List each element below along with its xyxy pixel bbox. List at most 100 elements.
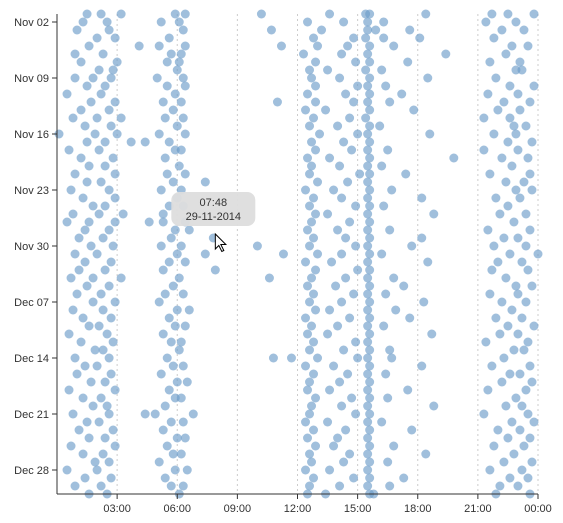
dot [363, 25, 373, 35]
dot [381, 369, 391, 379]
dot [525, 169, 535, 179]
y-tick-label: Dec 07 [14, 297, 49, 309]
dot [483, 385, 493, 395]
dot [515, 425, 525, 435]
dot [363, 145, 373, 155]
dot [351, 241, 361, 251]
dot [172, 121, 182, 131]
dot [303, 89, 313, 99]
y-tick-label: Nov 02 [14, 17, 49, 29]
dot [176, 97, 186, 107]
dot [347, 393, 357, 403]
dot [325, 465, 335, 475]
dot [108, 241, 118, 251]
dot [317, 25, 327, 35]
dot [525, 433, 535, 443]
dot [110, 385, 120, 395]
dot [493, 425, 503, 435]
dot [507, 417, 517, 427]
dot [351, 409, 361, 419]
dot [351, 57, 361, 67]
dot [152, 73, 162, 83]
dot [84, 161, 94, 171]
dot [154, 41, 164, 51]
dot [365, 377, 375, 387]
dot [184, 225, 194, 235]
dot [341, 89, 351, 99]
dot [98, 305, 108, 315]
dot [176, 241, 186, 251]
dot [156, 17, 166, 27]
dot [104, 105, 114, 115]
dot [92, 33, 102, 43]
dot [164, 137, 174, 147]
dot [299, 49, 309, 59]
dot [365, 425, 375, 435]
dot [98, 233, 108, 243]
dot [309, 113, 319, 123]
dot [64, 329, 74, 339]
dot [491, 313, 501, 323]
dot [505, 369, 515, 379]
dot [102, 17, 112, 27]
dot [68, 209, 78, 219]
dot [339, 345, 349, 355]
dot [361, 65, 371, 75]
dot [309, 233, 319, 243]
dot [78, 393, 88, 403]
dot [363, 193, 373, 203]
dot [343, 177, 353, 187]
dot [311, 209, 321, 219]
dot [307, 321, 317, 331]
x-tick-label: 03:00 [103, 503, 131, 515]
dot [178, 481, 188, 491]
dot [311, 441, 321, 451]
dot [286, 353, 296, 363]
dot [200, 177, 210, 187]
dot [98, 449, 108, 459]
dot [176, 449, 186, 459]
dot [521, 385, 531, 395]
dot [365, 297, 375, 307]
dot [511, 185, 521, 195]
dot [385, 97, 395, 107]
dot [158, 97, 168, 107]
dot [351, 201, 361, 211]
dot [94, 209, 104, 219]
dot [176, 145, 186, 155]
dot [517, 465, 527, 475]
dot [174, 345, 184, 355]
dot [112, 129, 122, 139]
dot [311, 145, 321, 155]
dot [365, 121, 375, 131]
dot [379, 17, 389, 27]
dot [182, 465, 192, 475]
dot [527, 185, 537, 195]
dot [485, 289, 495, 299]
dot [363, 49, 373, 59]
dot [405, 25, 415, 35]
dot [495, 329, 505, 339]
dot [383, 393, 393, 403]
x-tick-label: 00:00 [524, 503, 552, 515]
dot [100, 377, 110, 387]
dot [94, 321, 104, 331]
dot [341, 425, 351, 435]
dot [100, 137, 110, 147]
dot [365, 473, 375, 483]
dot [305, 169, 315, 179]
dot [256, 9, 266, 19]
dot [513, 89, 523, 99]
dot [180, 321, 190, 331]
dot [174, 161, 184, 171]
dot [84, 433, 94, 443]
dot [168, 281, 178, 291]
dot [104, 185, 114, 195]
dot [529, 417, 539, 427]
dot [140, 137, 150, 147]
dot [172, 65, 182, 75]
dot [523, 337, 533, 347]
dot [415, 33, 425, 43]
dot [311, 393, 321, 403]
